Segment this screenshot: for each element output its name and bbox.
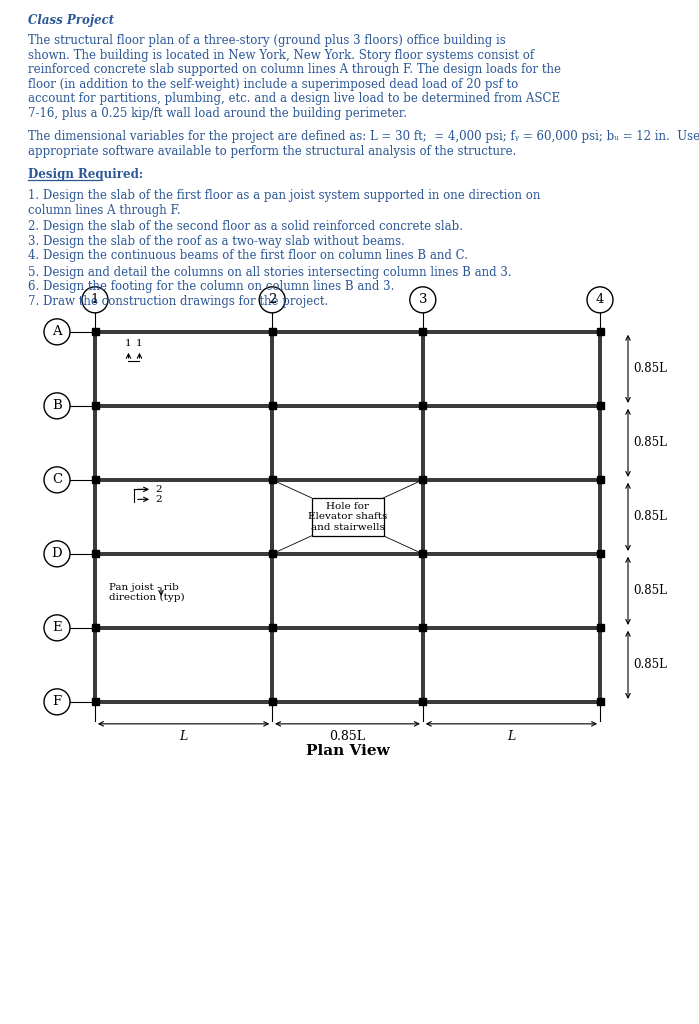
Bar	[268, 625, 275, 632]
Bar	[596, 402, 603, 410]
Text: 0.85L: 0.85L	[633, 436, 667, 450]
Text: L: L	[180, 730, 188, 742]
Bar	[419, 402, 426, 410]
Bar	[419, 698, 426, 706]
Bar	[92, 329, 99, 335]
Text: column lines A through F.: column lines A through F.	[28, 204, 180, 217]
Text: 3. Design the slab of the roof as a two-way slab without beams.: 3. Design the slab of the roof as a two-…	[28, 234, 405, 248]
Text: 1. Design the slab of the first floor as a pan joist system supported in one dir: 1. Design the slab of the first floor as…	[28, 189, 540, 203]
Text: floor (in addition to the self-weight) include a superimposed dead load of 20 ps: floor (in addition to the self-weight) i…	[28, 78, 518, 91]
Bar	[596, 550, 603, 557]
Text: Plan View: Plan View	[305, 743, 389, 758]
Text: E: E	[52, 622, 62, 634]
Text: 2. Design the slab of the second floor as a solid reinforced concrete slab.: 2. Design the slab of the second floor a…	[28, 220, 463, 233]
Text: The dimensional variables for the project are defined as: L = 30 ft;  = 4,000 ps: The dimensional variables for the projec…	[28, 130, 699, 143]
Bar	[92, 550, 99, 557]
Text: 4. Design the continuous beams of the first floor on column lines B and C.: 4. Design the continuous beams of the fi…	[28, 250, 468, 262]
Text: A: A	[52, 326, 62, 338]
Text: 0.85L: 0.85L	[633, 362, 667, 376]
Bar	[419, 550, 426, 557]
Bar	[92, 625, 99, 632]
Text: B: B	[52, 399, 62, 413]
Text: account for partitions, plumbing, etc. and a design live load to be determined f: account for partitions, plumbing, etc. a…	[28, 92, 560, 105]
Bar	[268, 402, 275, 410]
Bar	[596, 698, 603, 706]
Bar	[268, 550, 275, 557]
Text: 2: 2	[155, 495, 161, 504]
Text: 1: 1	[125, 339, 132, 348]
Bar	[419, 625, 426, 632]
Text: shown. The building is located in New York, New York. Story floor systems consis: shown. The building is located in New Yo…	[28, 49, 534, 61]
Text: Class Project: Class Project	[28, 14, 114, 27]
Bar	[312, 498, 384, 536]
Text: L: L	[507, 730, 516, 742]
Text: 0.85L: 0.85L	[633, 658, 667, 672]
Bar	[92, 698, 99, 706]
Text: 3: 3	[419, 293, 427, 306]
Text: The structural floor plan of a three-story (ground plus 3 floors) office buildin: The structural floor plan of a three-sto…	[28, 34, 506, 47]
Bar	[92, 476, 99, 483]
Text: Pan joist - rib
direction (typ): Pan joist - rib direction (typ)	[109, 583, 185, 602]
Text: D: D	[52, 548, 62, 560]
Text: C: C	[52, 473, 62, 486]
Text: Hole for
Elevator shafts
and stairwells: Hole for Elevator shafts and stairwells	[308, 502, 387, 531]
Text: 0.85L: 0.85L	[633, 585, 667, 597]
Bar	[419, 476, 426, 483]
Text: 4: 4	[596, 293, 604, 306]
Text: 6. Design the footing for the column on column lines B and 3.: 6. Design the footing for the column on …	[28, 281, 394, 294]
Text: 5. Design and detail the columns on all stories intersecting column lines B and : 5. Design and detail the columns on all …	[28, 266, 512, 279]
Text: 2: 2	[155, 484, 161, 494]
Bar	[596, 625, 603, 632]
Text: Design Required:: Design Required:	[28, 168, 143, 180]
Text: 1: 1	[91, 293, 99, 306]
Text: 2: 2	[268, 293, 276, 306]
Text: F: F	[52, 695, 62, 709]
Text: 0.85L: 0.85L	[329, 730, 366, 742]
Bar	[268, 698, 275, 706]
Text: 7. Draw the construction drawings for the project.: 7. Draw the construction drawings for th…	[28, 295, 329, 308]
Text: reinforced concrete slab supported on column lines A through F. The design loads: reinforced concrete slab supported on co…	[28, 63, 561, 77]
Bar	[92, 402, 99, 410]
Text: 0.85L: 0.85L	[633, 510, 667, 523]
Text: appropriate software available to perform the structural analysis of the structu: appropriate software available to perfor…	[28, 144, 517, 158]
Bar	[596, 476, 603, 483]
Text: 1: 1	[136, 339, 143, 348]
Bar	[419, 329, 426, 335]
Bar	[268, 329, 275, 335]
Bar	[596, 329, 603, 335]
Text: 7-16, plus a 0.25 kip/ft wall load around the building perimeter.: 7-16, plus a 0.25 kip/ft wall load aroun…	[28, 106, 407, 120]
Bar	[268, 476, 275, 483]
